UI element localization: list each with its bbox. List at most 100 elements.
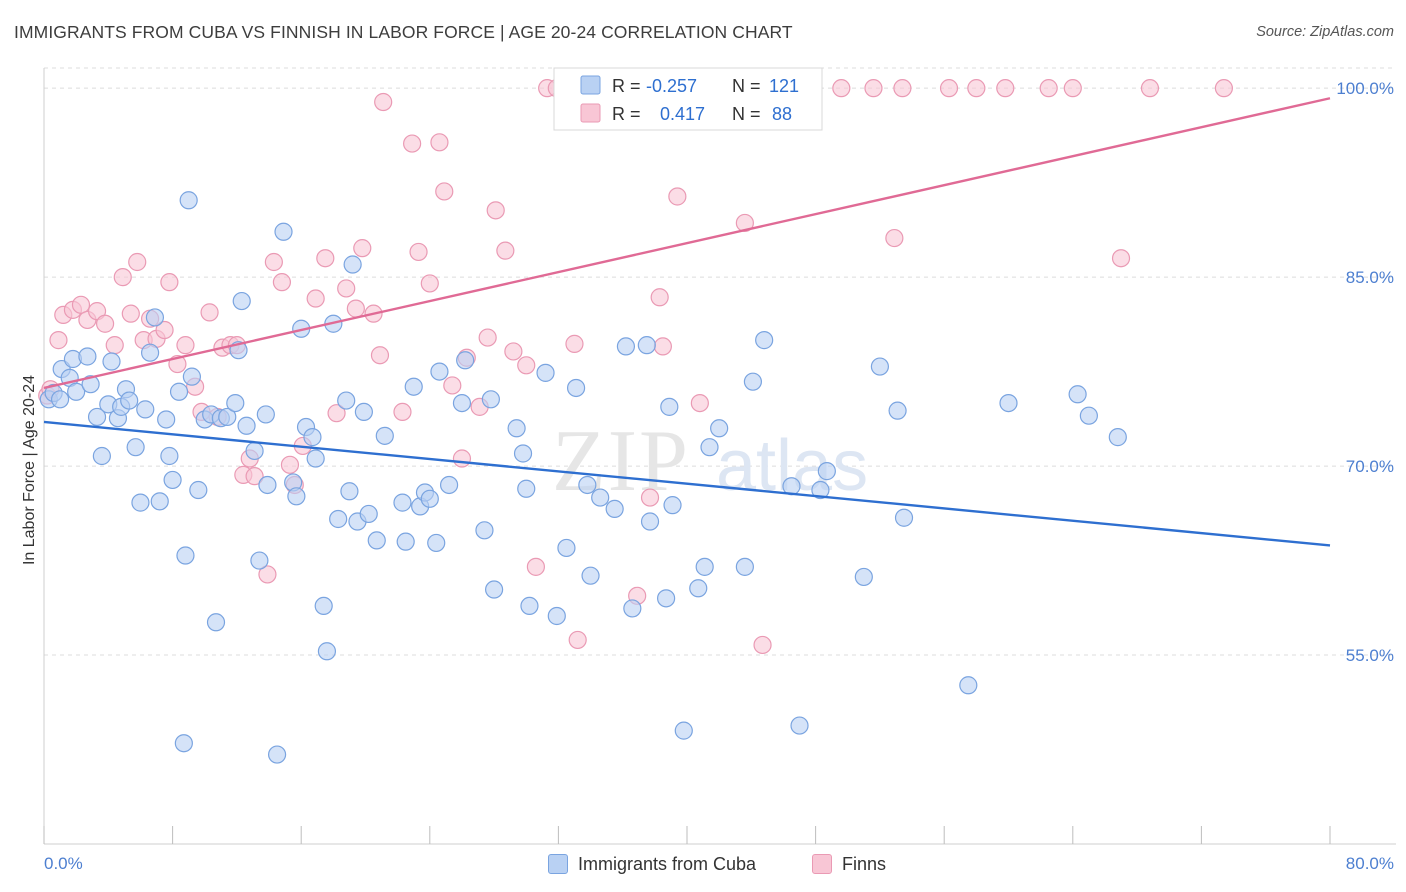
y-tick-label: 55.0% — [1346, 646, 1394, 665]
finns-point — [690, 393, 709, 413]
finns-point — [832, 79, 851, 98]
finns-point — [996, 79, 1015, 98]
cuba-point — [92, 446, 111, 466]
finns-point — [346, 299, 365, 318]
cuba-point — [591, 488, 610, 507]
bottom-legend-label-cuba: Immigrants from Cuba — [578, 853, 757, 874]
cuba-point — [179, 191, 198, 210]
legend-swatch-pink — [580, 103, 601, 123]
cuba-point — [256, 405, 275, 424]
finns-point — [95, 314, 115, 333]
finns-point — [128, 252, 147, 272]
cuba-point — [393, 493, 412, 512]
finns-point — [668, 187, 687, 206]
cuba-point — [735, 557, 754, 576]
cuba-point — [174, 734, 193, 753]
cuba-point — [657, 589, 676, 608]
cuba-point — [420, 489, 439, 508]
finns-point — [176, 336, 195, 355]
cuba-point — [136, 400, 155, 419]
cuba-point — [189, 480, 208, 500]
cuba-point — [536, 363, 555, 382]
finns-point — [353, 239, 372, 258]
cuba-point — [120, 391, 139, 410]
cuba-point — [1068, 385, 1087, 404]
cuba-point — [566, 378, 586, 398]
cuba-point — [306, 449, 325, 468]
finns-point — [280, 455, 300, 474]
cuba-point — [623, 599, 642, 618]
cuba-point — [1079, 406, 1098, 425]
cuba-point — [206, 613, 226, 632]
finns-point — [565, 334, 584, 353]
finns-point — [1039, 79, 1058, 98]
legend-swatch-blue — [580, 75, 601, 95]
cuba-point — [245, 441, 264, 461]
cuba-point — [581, 566, 600, 585]
finns-trend-line — [43, 97, 1331, 390]
finns-point — [1063, 79, 1082, 98]
cuba-point — [637, 336, 656, 355]
cuba-point — [811, 480, 830, 500]
series-finns-points — [38, 79, 1234, 655]
finns-point — [200, 303, 219, 322]
bottom-legend-cuba: Immigrants from Cuba — [548, 852, 756, 876]
cuba-point — [513, 444, 533, 463]
finns-point — [893, 79, 912, 98]
finns-point — [374, 92, 393, 112]
cuba-point — [126, 438, 145, 457]
finns-point — [486, 201, 505, 220]
cuba-point — [50, 390, 70, 409]
cuba-point — [517, 479, 536, 498]
top-legend: R = -0.257 N = 121 R = 0.417 N = 88 — [553, 67, 823, 131]
finns-point — [735, 213, 754, 233]
y-tick-label: 85.0% — [1346, 268, 1394, 287]
cuba-point — [160, 446, 179, 466]
bottom-legend-finns: Finns — [812, 852, 886, 876]
cuba-point — [169, 382, 189, 401]
cuba-trend-line — [43, 420, 1331, 547]
finns-point — [393, 402, 412, 422]
cuba-point — [176, 546, 195, 565]
cuba-point — [485, 580, 504, 599]
cuba-point — [605, 499, 624, 519]
cuba-point — [854, 567, 873, 587]
cuba-point — [303, 428, 322, 447]
finns-point — [71, 295, 91, 314]
watermark-zip: ZIP — [552, 413, 690, 510]
finns-point — [1140, 79, 1160, 98]
cuba-point — [359, 504, 378, 524]
watermark: ZIP atlas — [552, 413, 868, 510]
finns-point — [452, 449, 472, 468]
finns-point — [653, 337, 672, 356]
finns-point — [526, 557, 545, 576]
cuba-point — [888, 401, 907, 420]
finns-point — [478, 328, 497, 347]
cuba-point — [430, 362, 449, 381]
cuba-point — [520, 596, 539, 616]
cuba-point — [258, 475, 277, 495]
finns-point — [113, 268, 132, 287]
legend-n-label-pink: N = — [732, 104, 761, 124]
finns-point — [864, 79, 883, 98]
cuba-point — [163, 470, 182, 490]
cuba-point — [267, 745, 287, 764]
cuba-point — [475, 521, 494, 540]
cuba-point — [456, 351, 475, 370]
cuba-point — [695, 557, 714, 576]
cuba-point — [404, 377, 423, 396]
finns-point — [105, 336, 124, 355]
finns-point — [409, 242, 428, 262]
cuba-point — [218, 407, 237, 427]
cuba-point — [317, 642, 337, 661]
cuba-point — [287, 487, 306, 506]
legend-r-label-pink: R = — [612, 104, 641, 124]
legend-n-label-blue: N = — [732, 76, 761, 96]
cuba-point — [314, 596, 333, 616]
x-tick-label-max: 80.0% — [1346, 854, 1394, 873]
finns-point — [753, 635, 772, 655]
finns-point — [264, 252, 283, 272]
cuba-point — [660, 397, 679, 416]
cuba-point — [145, 308, 165, 327]
